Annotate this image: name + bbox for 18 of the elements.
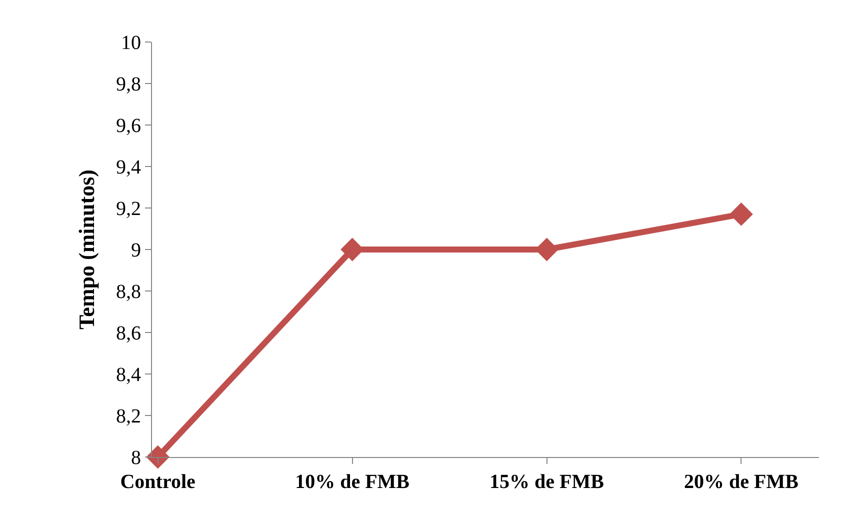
y-tick-label: 8,4 [116,364,141,386]
y-axis-title: Tempo (minutos) [74,170,99,330]
y-tick-label: 8,6 [116,322,141,344]
y-tick-label: 8 [131,447,141,469]
y-tick-label: 8,2 [116,406,141,428]
y-tick-label: 8,8 [116,281,141,303]
x-tick-label: 10% de FMB [295,471,410,493]
y-tick-label: 9,4 [116,156,141,178]
x-tick-label: 15% de FMB [490,471,604,493]
y-tick-label: 9,6 [116,115,141,137]
x-tick-label: 20% de FMB [684,471,798,493]
y-tick-label: 9,8 [116,74,141,96]
point [146,445,170,469]
y-tick-label: 10 [121,32,141,54]
point [730,202,753,226]
y-tick-label: 9 [131,240,141,262]
y-tick-label: 9,2 [116,198,141,220]
x-tick-label: Controle [120,471,196,493]
